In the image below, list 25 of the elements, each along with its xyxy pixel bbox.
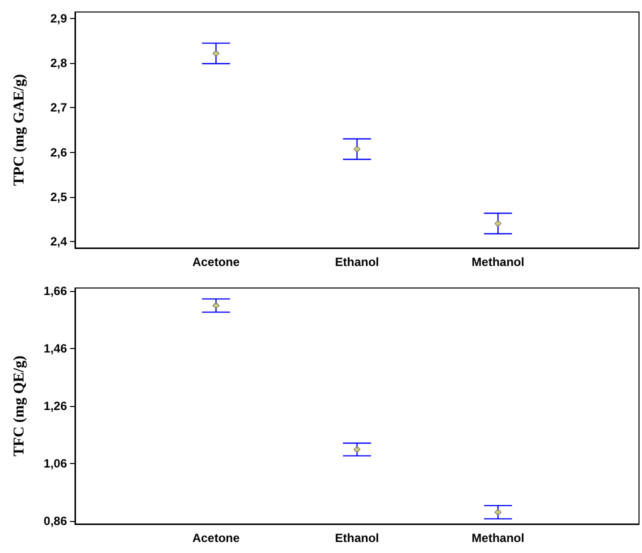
y-tick-label: 1,46 [44,341,68,356]
y-tick-label: 2,6 [50,145,68,160]
y-axis-title: TFC (mg QE/g) [12,356,28,456]
y-axis-title: TPC (mg GAE/g) [12,74,28,186]
y-tick-label: 2,8 [50,56,68,70]
point [494,508,502,516]
x-tick-label: Methanol [472,255,524,269]
x-tick-label: Acetone [192,531,240,545]
y-tick-label: 2,4 [50,234,68,248]
x-tick-label: Methanol [472,531,524,545]
y-tick-label: 2,7 [50,100,68,115]
y-tick-label: 1,66 [44,284,68,298]
y-tick-label: 2,5 [50,190,68,204]
point [354,446,360,453]
point [494,220,502,227]
point [212,302,220,309]
y-tick-label: 1,26 [44,399,68,413]
point [354,146,360,153]
y-tick-label: 0,86 [44,514,68,528]
x-tick-label: Acetone [192,255,240,269]
y-tick-label: 2,9 [50,12,68,26]
x-tick-label: Ethanol [335,531,379,545]
point [212,50,220,57]
y-tick-label: 1,06 [44,456,68,471]
x-tick-label: Ethanol [335,255,379,269]
